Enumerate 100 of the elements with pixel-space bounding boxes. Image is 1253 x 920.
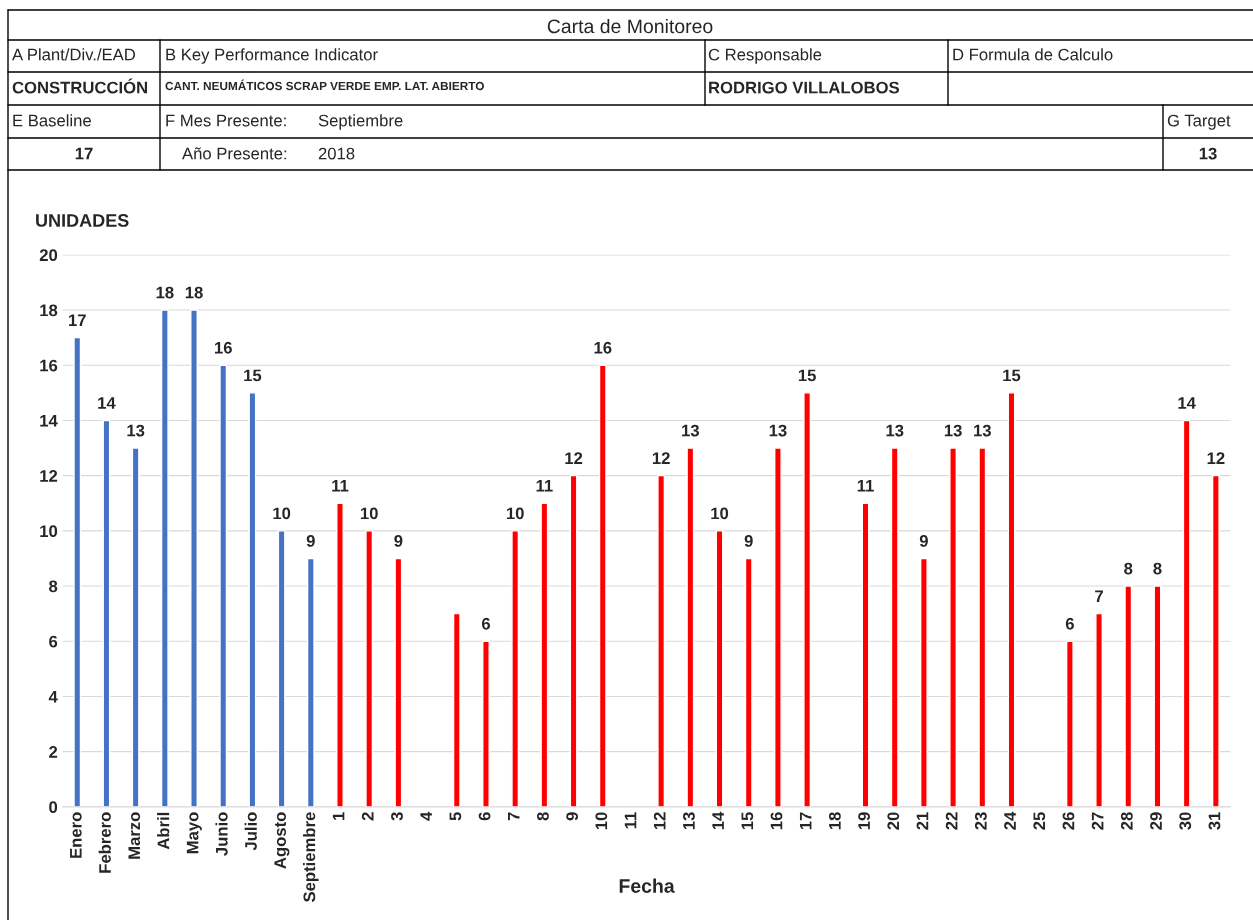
- y-tick-label: 8: [49, 580, 58, 593]
- data-label: 6: [481, 617, 491, 630]
- y-tick-label: 2: [49, 746, 58, 758]
- data-label: 15: [244, 369, 262, 382]
- text: A Plant/Div./EAD: [12, 48, 136, 61]
- data-label: 10: [711, 507, 729, 520]
- x-tick-label: 24: [1004, 811, 1016, 830]
- data-label: 18: [156, 286, 174, 299]
- x-tick-label: 9: [566, 812, 579, 821]
- text: G Target: [1167, 114, 1231, 130]
- text: 2018: [318, 147, 355, 160]
- x-tick-label: 16: [770, 812, 783, 830]
- data-label: 16: [594, 341, 612, 354]
- text: Septiembre: [318, 114, 403, 130]
- x-tick-label: 18: [828, 812, 841, 830]
- data-label: 9: [744, 535, 753, 547]
- x-tick-label: 5: [449, 812, 462, 821]
- bar: [774, 447, 782, 807]
- bar: [452, 612, 461, 807]
- data-label: 14: [1178, 397, 1196, 409]
- data-label: 10: [506, 507, 524, 520]
- data-label: 15: [1003, 369, 1021, 382]
- data-label: 9: [394, 535, 403, 547]
- data-label: 15: [798, 369, 816, 382]
- y-tick-label: 6: [49, 635, 58, 648]
- chart-title: Carta de Monitoreo: [547, 18, 713, 34]
- x-tick-label: Mayo: [186, 812, 202, 854]
- bar: [657, 474, 666, 807]
- data-label: 9: [306, 535, 315, 547]
- bar: [306, 557, 315, 807]
- x-tick-label: 14: [712, 811, 724, 830]
- text: 17: [75, 147, 93, 160]
- x-tick-label: 2: [361, 812, 374, 821]
- data-label: 12: [565, 452, 583, 464]
- x-tick-label: Junio: [215, 812, 228, 856]
- x-axis-title: Fecha: [619, 878, 675, 893]
- y-axis-title: UNIDADES: [36, 214, 129, 227]
- x-tick-label: 7: [508, 812, 520, 821]
- text: CONSTRUCCIÓN: [12, 78, 147, 94]
- x-tick-label: Enero: [70, 812, 82, 858]
- bar: [190, 309, 198, 807]
- data-label: 11: [332, 480, 349, 492]
- data-label: 17: [69, 314, 86, 326]
- data-label: 14: [98, 397, 116, 409]
- data-label: 13: [944, 424, 962, 437]
- x-tick-label: 19: [858, 812, 870, 830]
- bar: [394, 557, 403, 807]
- y-tick-label: 4: [48, 691, 58, 703]
- bar: [160, 309, 169, 807]
- y-tick-label: 14: [40, 415, 58, 427]
- bar: [949, 447, 958, 807]
- bar: [482, 640, 490, 807]
- x-tick-label: Septiembre: [303, 812, 319, 902]
- bar: [598, 364, 607, 807]
- bar: [978, 447, 987, 807]
- bar: [1182, 419, 1191, 807]
- bar: [744, 557, 753, 807]
- data-label: 13: [127, 424, 145, 437]
- x-tick-label: 10: [595, 812, 608, 830]
- x-tick-label: 28: [1120, 812, 1133, 830]
- data-label: 11: [857, 480, 874, 492]
- data-label: 11: [536, 480, 553, 492]
- data-label: 7: [1095, 590, 1103, 602]
- x-tick-label: 25: [1033, 812, 1046, 830]
- x-tick-label: Agosto: [274, 812, 290, 869]
- y-tick-label: 20: [39, 249, 58, 262]
- bar: [1095, 612, 1103, 807]
- x-tick-label: 12: [653, 812, 666, 830]
- y-tick-label: 10: [40, 525, 58, 538]
- x-tick-label: 30: [1179, 812, 1192, 830]
- x-tick-label: Febrero: [98, 812, 111, 873]
- data-label: 6: [1065, 617, 1074, 630]
- text: Año Presente:: [182, 147, 287, 160]
- bar: [365, 530, 374, 807]
- bar: [277, 530, 286, 807]
- x-tick-label: 6: [478, 812, 491, 821]
- data-label: 8: [1153, 562, 1162, 575]
- data-label: 10: [360, 507, 378, 520]
- x-tick-label: 17: [799, 812, 812, 830]
- text: B Key Performance Indicator: [166, 48, 378, 64]
- data-label: 12: [652, 452, 670, 464]
- bar: [1211, 474, 1220, 807]
- bar: [511, 530, 520, 807]
- x-tick-label: 29: [1150, 812, 1162, 830]
- x-tick-label: 27: [1091, 812, 1104, 830]
- text: F Mes Presente:: [166, 114, 286, 127]
- data-label: 12: [1207, 452, 1225, 464]
- x-tick-label: 8: [537, 812, 549, 821]
- x-tick-label: 4: [420, 811, 432, 821]
- bar: [1153, 585, 1162, 807]
- x-tick-label: Marzo: [128, 812, 141, 859]
- y-tick-label: 0: [49, 801, 58, 814]
- text: E Baseline: [13, 114, 91, 127]
- bar: [686, 447, 695, 807]
- y-tick-label: 18: [40, 304, 58, 317]
- x-tick-label: 20: [887, 812, 900, 830]
- data-label: 18: [185, 286, 203, 299]
- y-tick-label: 16: [40, 359, 58, 372]
- text: D Formula de Calculo: [953, 48, 1113, 61]
- x-tick-label: 21: [916, 812, 929, 830]
